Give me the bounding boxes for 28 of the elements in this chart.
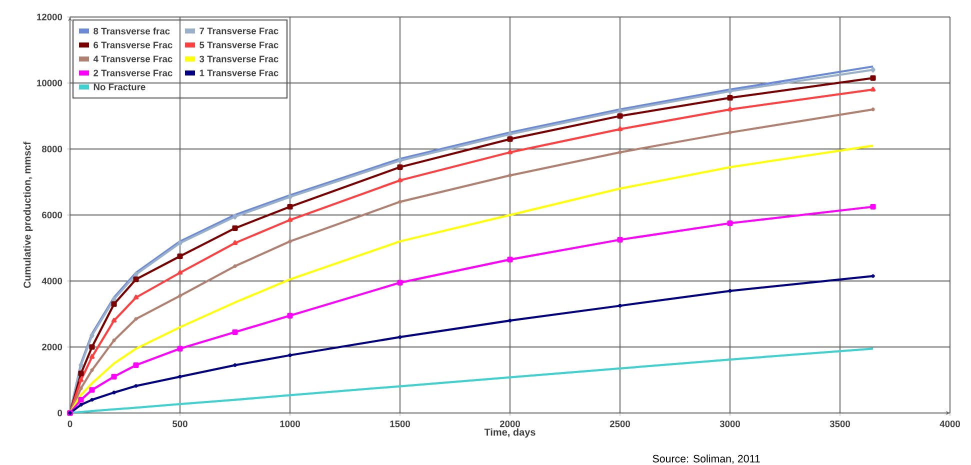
y-tick-label: 2000: [42, 344, 62, 350]
x-axis-title: Time, days: [484, 428, 536, 438]
x-tick-label: 4000: [940, 420, 960, 428]
x-tick-label: 1000: [280, 420, 300, 428]
y-tick-label: 8000: [42, 146, 62, 152]
legend-label: 5 Transverse Frac: [200, 42, 278, 48]
source-note: Source: Soliman, 2011: [652, 454, 760, 464]
y-tick-label: 12000: [37, 14, 62, 20]
x-tick-label: 500: [172, 420, 188, 428]
y-tick-label: 6000: [42, 212, 62, 218]
legend-label: 4 Transverse Frac: [93, 56, 172, 62]
legend-label: 6 Transverse Frac: [94, 42, 172, 48]
y-tick-label: 10000: [37, 80, 62, 86]
x-tick-label: 2500: [610, 420, 630, 428]
y-tick-label: 0: [58, 410, 62, 416]
legend-label: 3 Transverse Frac: [199, 56, 278, 62]
x-tick-label: 1500: [390, 420, 410, 428]
x-tick-label: 0: [68, 420, 72, 428]
x-tick-label: 2000: [500, 420, 520, 428]
y-tick-label: 4000: [42, 278, 62, 284]
y-axis-title: Cumulative production, mmscf: [23, 142, 33, 288]
x-tick-label: 3500: [830, 420, 850, 428]
legend-label: 8 Transverse frac: [94, 28, 170, 34]
legend-label: 7 Transverse Frac: [200, 28, 278, 34]
x-tick-label: 3000: [720, 420, 740, 428]
legend-label: 2 Transverse Frac: [94, 70, 172, 76]
legend-label: No Fracture: [94, 84, 146, 90]
legend-label: 1 Transverse Frac: [200, 70, 278, 76]
